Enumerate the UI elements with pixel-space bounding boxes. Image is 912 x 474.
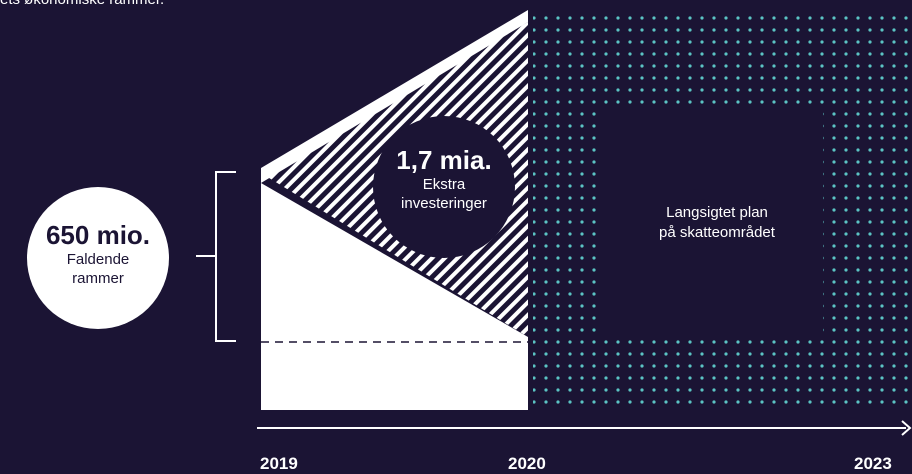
header-text: ets økonomiske rammer. — [0, 0, 164, 8]
center-circle-line1: Ekstra — [422, 176, 466, 193]
left-circle — [27, 187, 169, 329]
left-circle-text: 650 mio. Faldende rammer — [27, 220, 169, 288]
white-falling-area — [261, 183, 528, 410]
dotted-plan-area — [533, 12, 912, 412]
left-circle-line1: Faldende — [66, 251, 130, 268]
left-circle-value: 650 mio. — [45, 220, 151, 250]
plan-label-line1: Langsigtet plan — [666, 204, 768, 221]
year-2019: 2019 — [260, 454, 298, 473]
bracket — [215, 171, 236, 342]
center-circle-value: 1,7 mia. — [396, 145, 492, 175]
left-circle-line2: rammer — [72, 270, 124, 287]
timeline-arrow — [901, 420, 912, 436]
center-circle — [373, 116, 515, 258]
top-white-band — [261, 10, 528, 183]
center-circle-text: 1,7 mia. Ekstra investeringer — [373, 145, 515, 213]
plan-label: Langsigtet plan på skatteområdet — [610, 203, 824, 243]
year-2023: 2023 — [854, 454, 892, 473]
plan-label-line2: på skatteområdet — [659, 224, 775, 241]
year-2020: 2020 — [508, 454, 546, 473]
center-circle-line2: investeringer — [401, 195, 487, 212]
